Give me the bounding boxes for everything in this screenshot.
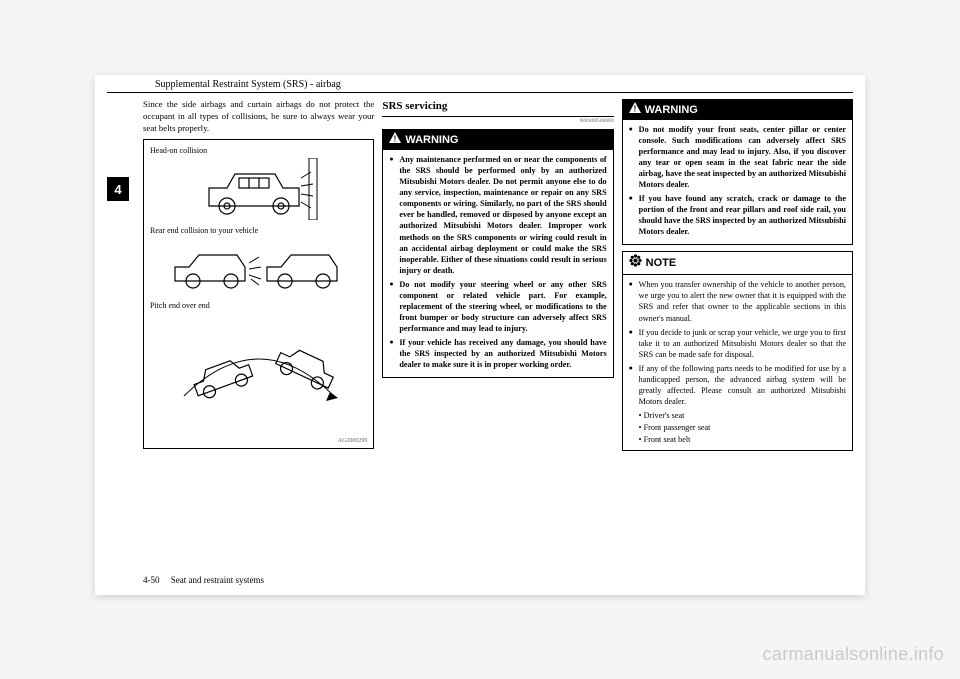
warning-header-1: ! WARNING	[383, 130, 612, 150]
warning-item: Any maintenance performed on or near the…	[389, 154, 606, 276]
warning-triangle-icon: !	[629, 102, 641, 118]
intro-text: Since the side airbags and curtain airba…	[143, 99, 374, 135]
svg-text:!: !	[633, 105, 636, 114]
manual-page: Supplemental Restraint System (SRS) - ai…	[95, 75, 865, 595]
warning-body-1: Any maintenance performed on or near the…	[383, 150, 612, 377]
note-flower-icon	[629, 254, 642, 272]
warning-box-1: ! WARNING Any maintenance performed on o…	[382, 129, 613, 378]
watermark: carmanualsonline.info	[763, 644, 944, 665]
footer-page-number: 4-50	[143, 575, 160, 585]
note-box: NOTE When you transfer ownership of the …	[622, 251, 853, 451]
section-title: SRS servicing	[382, 99, 613, 117]
warning-item: If you have found any scratch, crack or …	[629, 193, 846, 237]
warning-label-2: WARNING	[645, 103, 698, 118]
warning-item: If your vehicle has received any damage,…	[389, 337, 606, 370]
fig3-label: Pitch end over end	[150, 301, 367, 312]
page-footer: 4-50 Seat and restraint systems	[143, 575, 264, 585]
warning-item: Do not modify your front seats, center p…	[629, 124, 846, 190]
note-sub-item: • Front seat belt	[639, 434, 846, 445]
note-sublist: • Driver's seat • Front passenger seat •…	[629, 410, 846, 445]
note-item: If you decide to junk or scrap your vehi…	[629, 327, 846, 360]
note-item: When you transfer ownership of the vehic…	[629, 279, 846, 323]
note-label: NOTE	[646, 256, 677, 271]
column-2: SRS servicing N00408500669 ! WARNING Any…	[382, 99, 613, 555]
note-sub-item: • Front passenger seat	[639, 422, 846, 433]
fig1-headon-icon	[150, 158, 367, 220]
warning-body-2: Do not modify your front seats, center p…	[623, 120, 852, 245]
column-1: Since the side airbags and curtain airba…	[143, 99, 374, 555]
footer-section-name: Seat and restraint systems	[171, 575, 264, 585]
svg-text:!: !	[394, 135, 397, 144]
warning-triangle-icon: !	[389, 132, 401, 148]
section-code: N00408500669	[382, 118, 613, 125]
warning-header-2: ! WARNING	[623, 100, 852, 120]
fig2-label: Rear end collision to your vehicle	[150, 226, 367, 237]
note-header: NOTE	[623, 252, 852, 275]
note-item: If any of the following parts needs to b…	[629, 363, 846, 407]
warning-label-1: WARNING	[405, 133, 458, 148]
fig3-pitch-icon	[150, 314, 367, 404]
warning-box-2: ! WARNING Do not modify your front seats…	[622, 99, 853, 245]
note-body: When you transfer ownership of the vehic…	[623, 275, 852, 450]
collision-figure-box: Head-on collision	[143, 139, 374, 449]
warning-item: Do not modify your steering wheel or any…	[389, 279, 606, 334]
fig1-label: Head-on collision	[150, 146, 367, 157]
figure-code: AG2000299	[338, 437, 368, 445]
chapter-tab: 4	[107, 177, 129, 201]
note-sub-item: • Driver's seat	[639, 410, 846, 421]
column-3: ! WARNING Do not modify your front seats…	[622, 99, 853, 555]
page-header: Supplemental Restraint System (SRS) - ai…	[107, 75, 853, 93]
content-columns: Since the side airbags and curtain airba…	[95, 93, 865, 555]
fig2-rearend-icon	[150, 239, 367, 295]
